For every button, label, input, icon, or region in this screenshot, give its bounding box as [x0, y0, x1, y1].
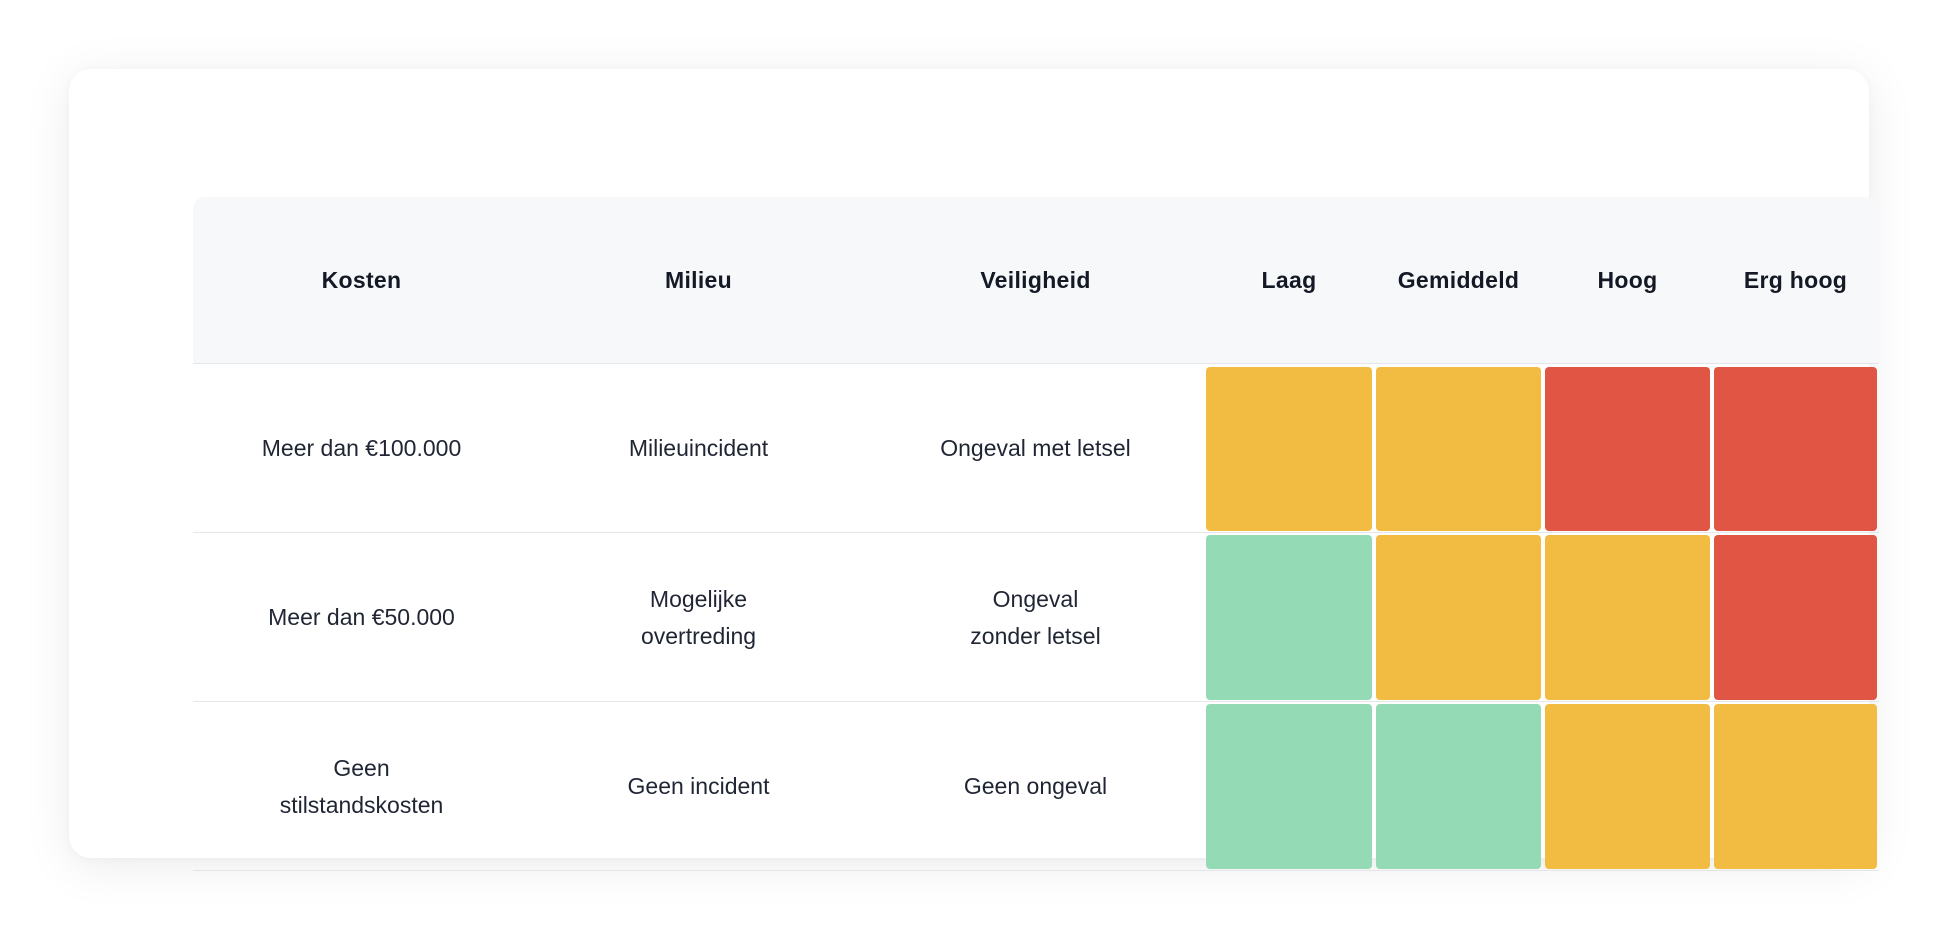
table-header — [193, 197, 1879, 364]
cell-safety: Ongeval zonder letsel — [970, 585, 1101, 649]
risk-square-high — [1714, 367, 1877, 531]
risk-square-medium — [1545, 535, 1710, 700]
risk-square-medium — [1376, 535, 1541, 700]
header-likelihood-high: Hoog — [1597, 267, 1658, 293]
header-safety: Veiligheid — [980, 267, 1091, 293]
header-likelihood-low: Laag — [1261, 267, 1317, 293]
header-costs: Kosten — [321, 267, 402, 293]
risk-square-medium — [1376, 367, 1541, 531]
header-likelihood-medium: Gemiddeld — [1397, 267, 1520, 293]
cell-safety: Ongeval met letsel — [940, 435, 1131, 461]
risk-square-low — [1376, 704, 1541, 869]
risk-square-medium — [1545, 704, 1710, 869]
risk-matrix-card: Kosten Milieu Veiligheid Laag Gemiddeld … — [69, 69, 1879, 871]
risk-matrix: Kosten Milieu Veiligheid Laag Gemiddeld … — [193, 197, 1879, 871]
risk-square-low — [1206, 535, 1372, 700]
header-environment: Milieu — [665, 267, 732, 293]
risk-square-high — [1545, 367, 1710, 531]
risk-square-medium — [1714, 704, 1877, 869]
cell-environment: Mogelijke overtreding — [640, 585, 757, 649]
cell-environment: Milieuincident — [628, 435, 769, 461]
cell-costs: Meer dan €100.000 — [261, 435, 462, 461]
cell-environment: Geen incident — [627, 773, 770, 799]
cell-safety: Geen ongeval — [963, 773, 1108, 799]
header-likelihood-very-high: Erg hoog — [1743, 267, 1848, 293]
risk-square-medium — [1206, 367, 1372, 531]
cell-costs: Meer dan €50.000 — [268, 604, 455, 630]
risk-square-low — [1206, 704, 1372, 869]
risk-square-high — [1714, 535, 1877, 700]
cell-costs: Geen stilstandskosten — [279, 754, 444, 818]
